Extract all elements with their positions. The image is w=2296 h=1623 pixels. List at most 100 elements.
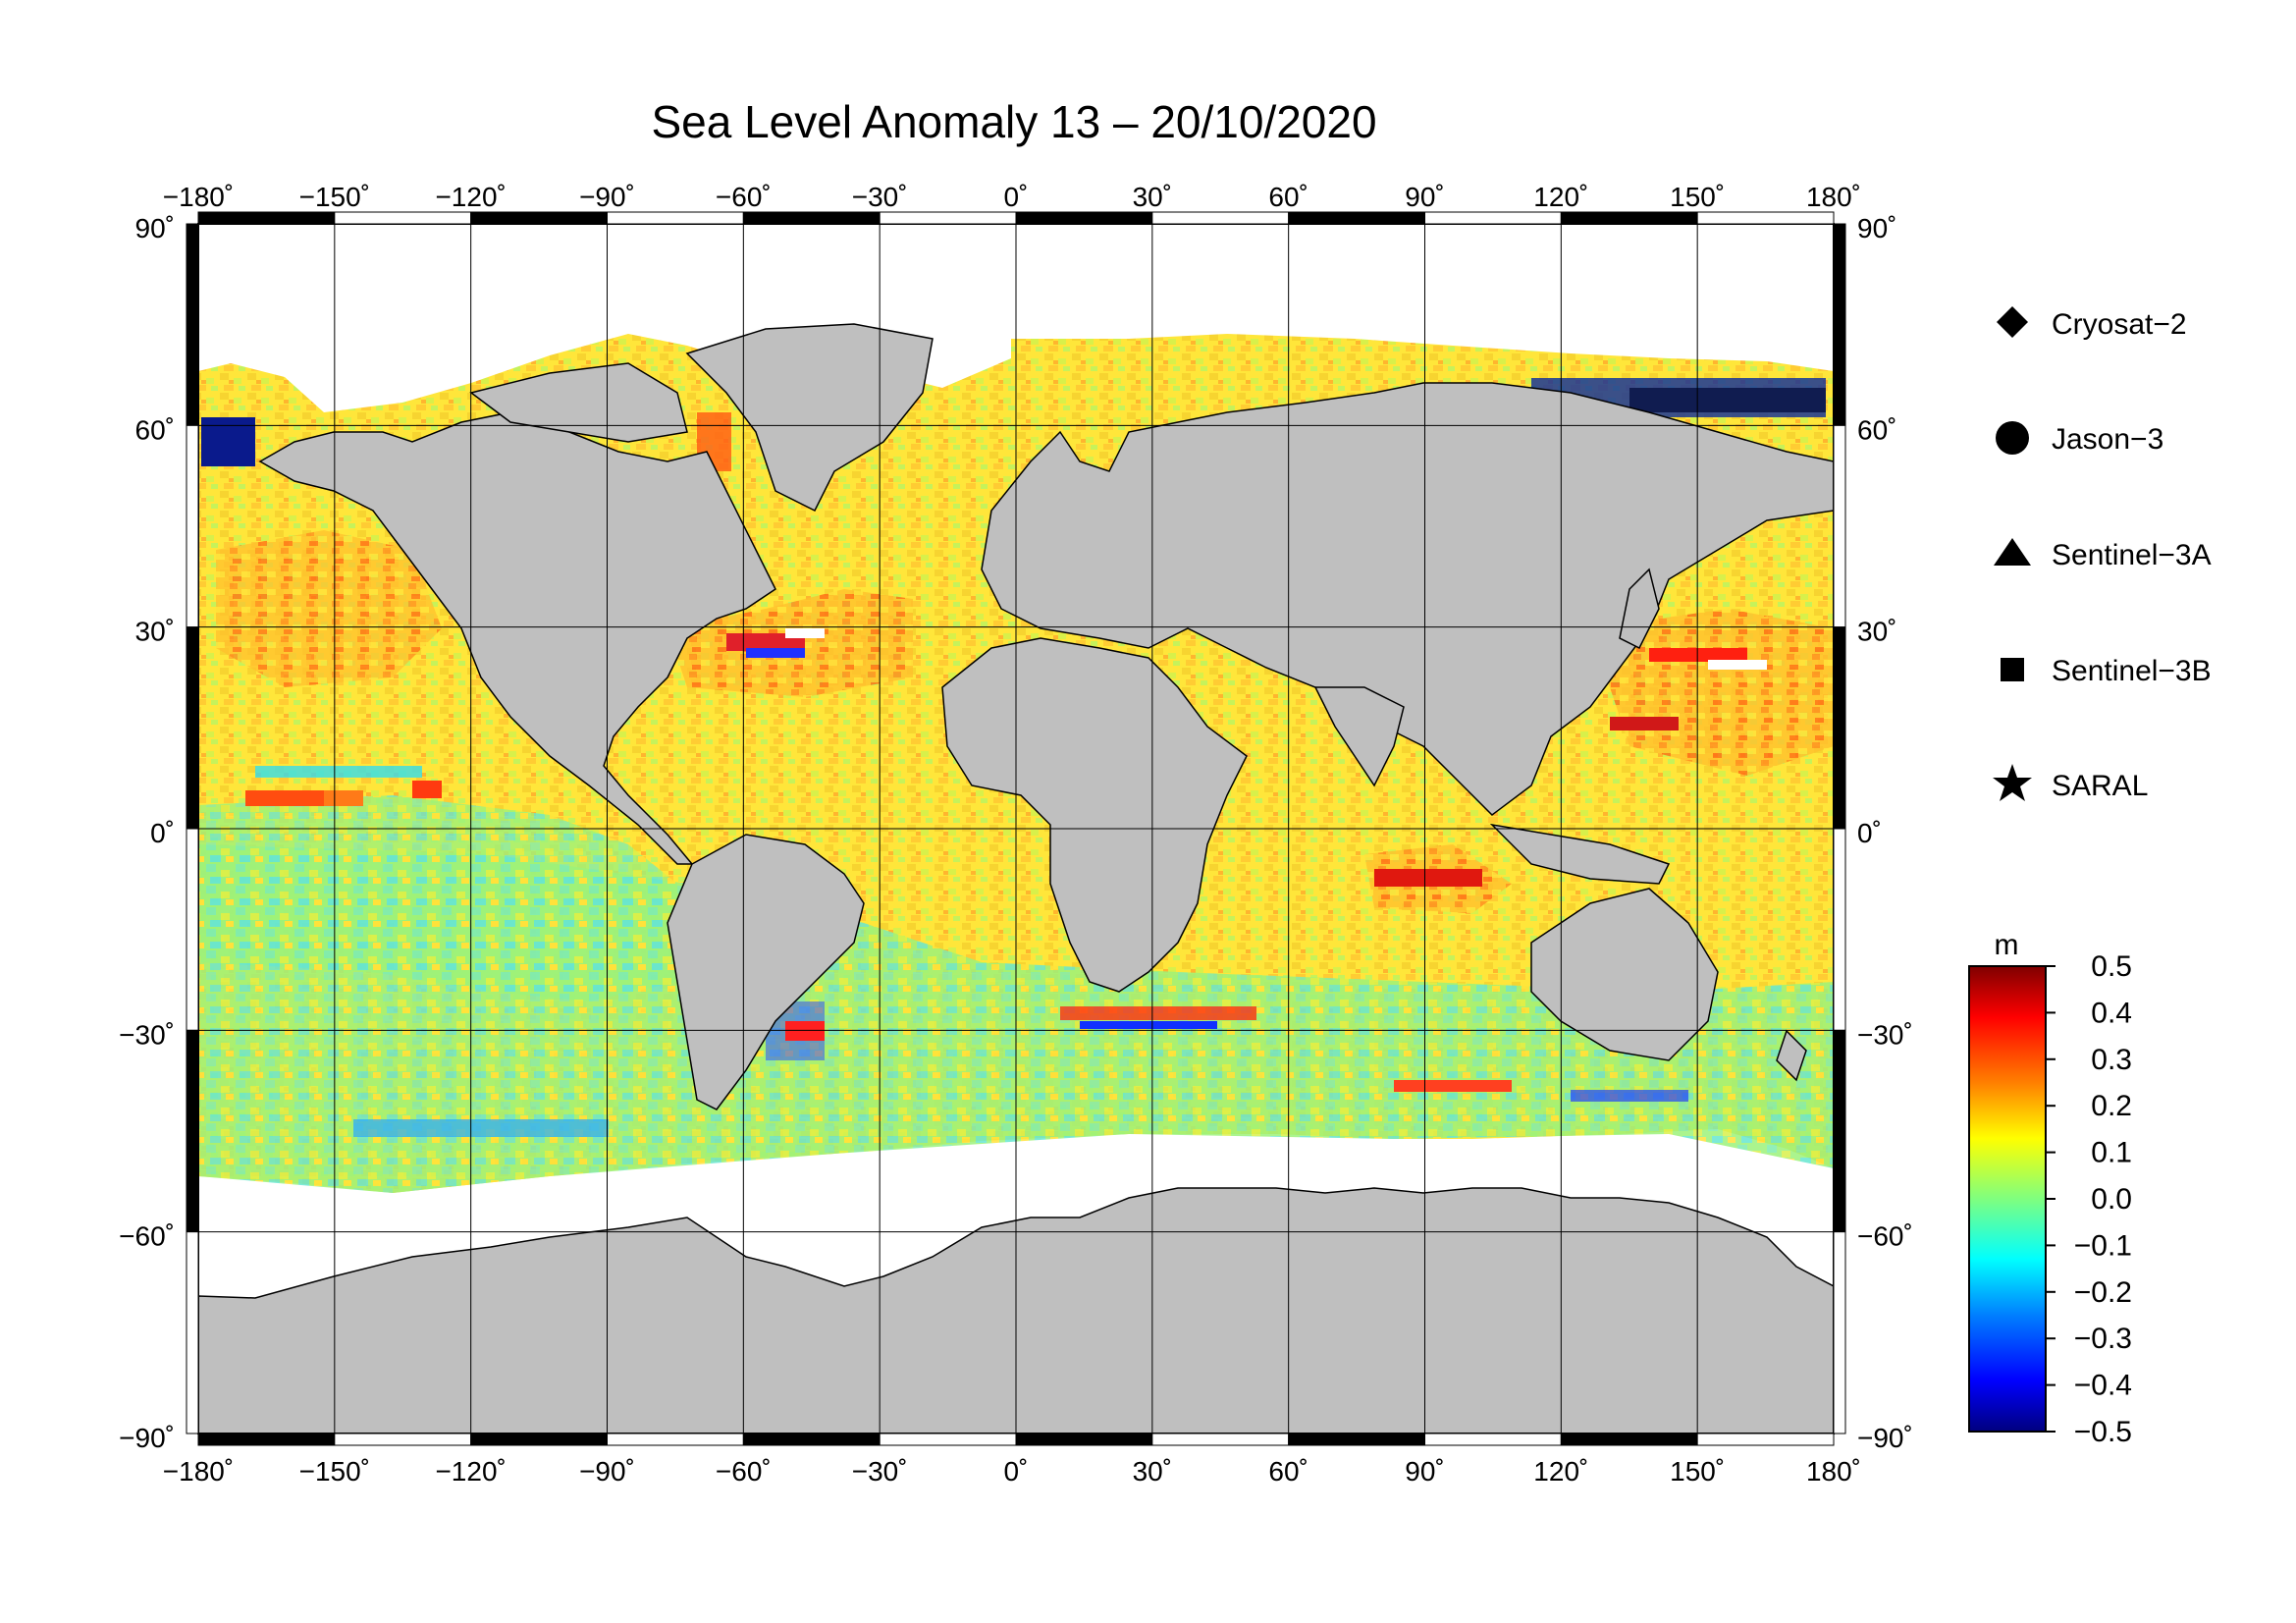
longitude-tick-label: 60˚ bbox=[1268, 182, 1308, 212]
equatorial-pacific-cool bbox=[198, 795, 677, 1001]
longitude-tick-label: 90˚ bbox=[1405, 1456, 1444, 1487]
border-bar-top bbox=[742, 211, 881, 225]
legend-item-jason: Jason−3 bbox=[1996, 421, 2163, 456]
longitude-tick-label: 30˚ bbox=[1133, 182, 1172, 212]
border-bar-left bbox=[186, 828, 199, 1031]
border-bar-top bbox=[879, 211, 1017, 225]
longitude-tick-label: −150˚ bbox=[299, 182, 370, 212]
latitude-labels-left: 90˚ 60˚ 30˚ 0˚ −30˚ −60˚ −90˚ bbox=[119, 213, 175, 1453]
longitude-tick-label: −150˚ bbox=[299, 1456, 370, 1487]
legend-label: Cryosat−2 bbox=[2052, 308, 2187, 341]
border-bar-bottom bbox=[1424, 1433, 1562, 1446]
border-bar-right bbox=[1833, 1231, 1846, 1434]
border-bar-top bbox=[1424, 211, 1562, 225]
longitude-tick-label: −120˚ bbox=[435, 1456, 506, 1487]
legend-label: SARAL bbox=[2052, 770, 2148, 802]
border-bar-left bbox=[186, 1231, 199, 1434]
border-bar-bottom bbox=[334, 1433, 472, 1446]
border-bar-bottom bbox=[197, 1433, 336, 1446]
circle-marker-icon bbox=[1996, 421, 2029, 455]
land-eurasia bbox=[981, 382, 1834, 816]
map-frame bbox=[198, 224, 1834, 1434]
longitude-tick-label: 0˚ bbox=[1004, 1456, 1029, 1487]
longitude-tick-label: −60˚ bbox=[716, 182, 772, 212]
longitude-tick-label: 0˚ bbox=[1004, 182, 1029, 212]
colorbar-tick-label: −0.2 bbox=[2074, 1276, 2132, 1309]
border-bar-right bbox=[1833, 626, 1846, 830]
legend-label: Sentinel−3B bbox=[2052, 655, 2212, 687]
latitude-tick-label: −60˚ bbox=[1857, 1221, 1913, 1252]
eddy-streaks bbox=[201, 378, 1826, 1137]
latitude-tick-label: −30˚ bbox=[1857, 1019, 1913, 1050]
border-bar-bottom bbox=[1151, 1433, 1290, 1446]
latitude-tick-label: 90˚ bbox=[1857, 213, 1896, 243]
longitude-tick-label: −180˚ bbox=[163, 182, 234, 212]
latitude-tick-label: 60˚ bbox=[135, 414, 175, 445]
border-bar-left bbox=[186, 626, 199, 830]
border-bar-top bbox=[1560, 211, 1698, 225]
longitude-tick-label: −30˚ bbox=[852, 1456, 908, 1487]
longitude-tick-label: 60˚ bbox=[1268, 1456, 1308, 1487]
border-bar-bottom bbox=[742, 1433, 881, 1446]
longitude-tick-label: 90˚ bbox=[1405, 182, 1444, 212]
longitude-tick-label: −90˚ bbox=[579, 1456, 635, 1487]
triangle-marker-icon bbox=[1994, 538, 2031, 566]
colorbar-tick-label: 0.2 bbox=[2091, 1090, 2132, 1122]
legend-label: Sentinel−3A bbox=[2052, 539, 2212, 571]
longitude-tick-label: 150˚ bbox=[1670, 182, 1725, 212]
longitude-tick-label: 180˚ bbox=[1806, 182, 1861, 212]
colorbar-tick-label: −0.5 bbox=[2074, 1416, 2132, 1448]
colorbar-tick-label: 0.0 bbox=[2091, 1183, 2132, 1216]
land-india bbox=[1313, 686, 1405, 787]
border-bar-bottom bbox=[1288, 1433, 1425, 1446]
latitude-tick-label: 0˚ bbox=[150, 818, 175, 848]
land-japan bbox=[1619, 568, 1660, 650]
colorbar-tick-label: 0.4 bbox=[2091, 997, 2132, 1029]
colorbar-gradient bbox=[1968, 965, 2047, 1433]
latitude-tick-label: 0˚ bbox=[1857, 818, 1882, 848]
colorbar-unit-label: m bbox=[1995, 929, 2019, 961]
border-bar-bottom bbox=[879, 1433, 1017, 1446]
latitude-tick-label: 30˚ bbox=[135, 617, 175, 647]
longitude-labels-top: −180˚ −150˚ −120˚ −90˚ −60˚ −30˚ 0˚ 30˚ 60˚ 90˚ 12… bbox=[163, 182, 1861, 212]
longitude-tick-label: −30˚ bbox=[852, 182, 908, 212]
border-bar-right bbox=[1833, 223, 1846, 426]
border-bar-bottom bbox=[1696, 1433, 1835, 1446]
colorbar: m 0.5 0.4 0.3 0.2 0.1 0.0 −0.1 −0.2 −0.3 −0.4 −0.5 bbox=[1968, 929, 2132, 1448]
star-marker-icon bbox=[1993, 764, 2032, 801]
border-bar-top bbox=[197, 211, 336, 225]
longitude-tick-label: 120˚ bbox=[1533, 182, 1588, 212]
colorbar-tick-label: −0.1 bbox=[2074, 1229, 2132, 1262]
longitude-tick-label: 30˚ bbox=[1133, 1456, 1172, 1487]
latitude-tick-label: 60˚ bbox=[1857, 414, 1896, 445]
longitude-tick-label: 180˚ bbox=[1806, 1456, 1861, 1487]
border-bar-top bbox=[1288, 211, 1425, 225]
land-australia bbox=[1530, 888, 1719, 1061]
legend-item-sentinel-3a: Sentinel−3A bbox=[1994, 538, 2212, 571]
diamond-marker-icon bbox=[1997, 306, 2028, 338]
legend-label: Jason−3 bbox=[2052, 423, 2163, 456]
border-bar-top bbox=[607, 211, 744, 225]
border-bar-top bbox=[1696, 211, 1835, 225]
latitude-tick-label: −30˚ bbox=[119, 1019, 175, 1050]
border-bar-top bbox=[1015, 211, 1153, 225]
land-south-america bbox=[667, 834, 865, 1110]
north-pacific-warm bbox=[216, 530, 442, 687]
border-bar-right bbox=[1833, 1029, 1846, 1233]
latitude-tick-label: 90˚ bbox=[135, 213, 175, 243]
land-africa bbox=[941, 637, 1248, 993]
colorbar-tick-label: 0.1 bbox=[2091, 1137, 2132, 1169]
border-bar-top bbox=[470, 211, 608, 225]
longitude-tick-label: 150˚ bbox=[1670, 1456, 1725, 1487]
longitude-tick-label: −120˚ bbox=[435, 182, 506, 212]
land-new-zealand bbox=[1776, 1029, 1807, 1082]
map-border bbox=[186, 211, 1846, 1446]
border-bar-left bbox=[186, 1029, 199, 1233]
border-bar-top bbox=[334, 211, 472, 225]
legend-item-cryosat: Cryosat−2 bbox=[1997, 306, 2187, 341]
colorbar-tick-label: 0.5 bbox=[2091, 950, 2132, 983]
latitude-tick-label: −60˚ bbox=[119, 1221, 175, 1252]
longitude-labels-bottom: −180˚ −150˚ −120˚ −90˚ −60˚ −30˚ 0˚ 30˚ 60˚ 90˚ 12… bbox=[163, 1456, 1861, 1487]
longitude-tick-label: −180˚ bbox=[163, 1456, 234, 1487]
